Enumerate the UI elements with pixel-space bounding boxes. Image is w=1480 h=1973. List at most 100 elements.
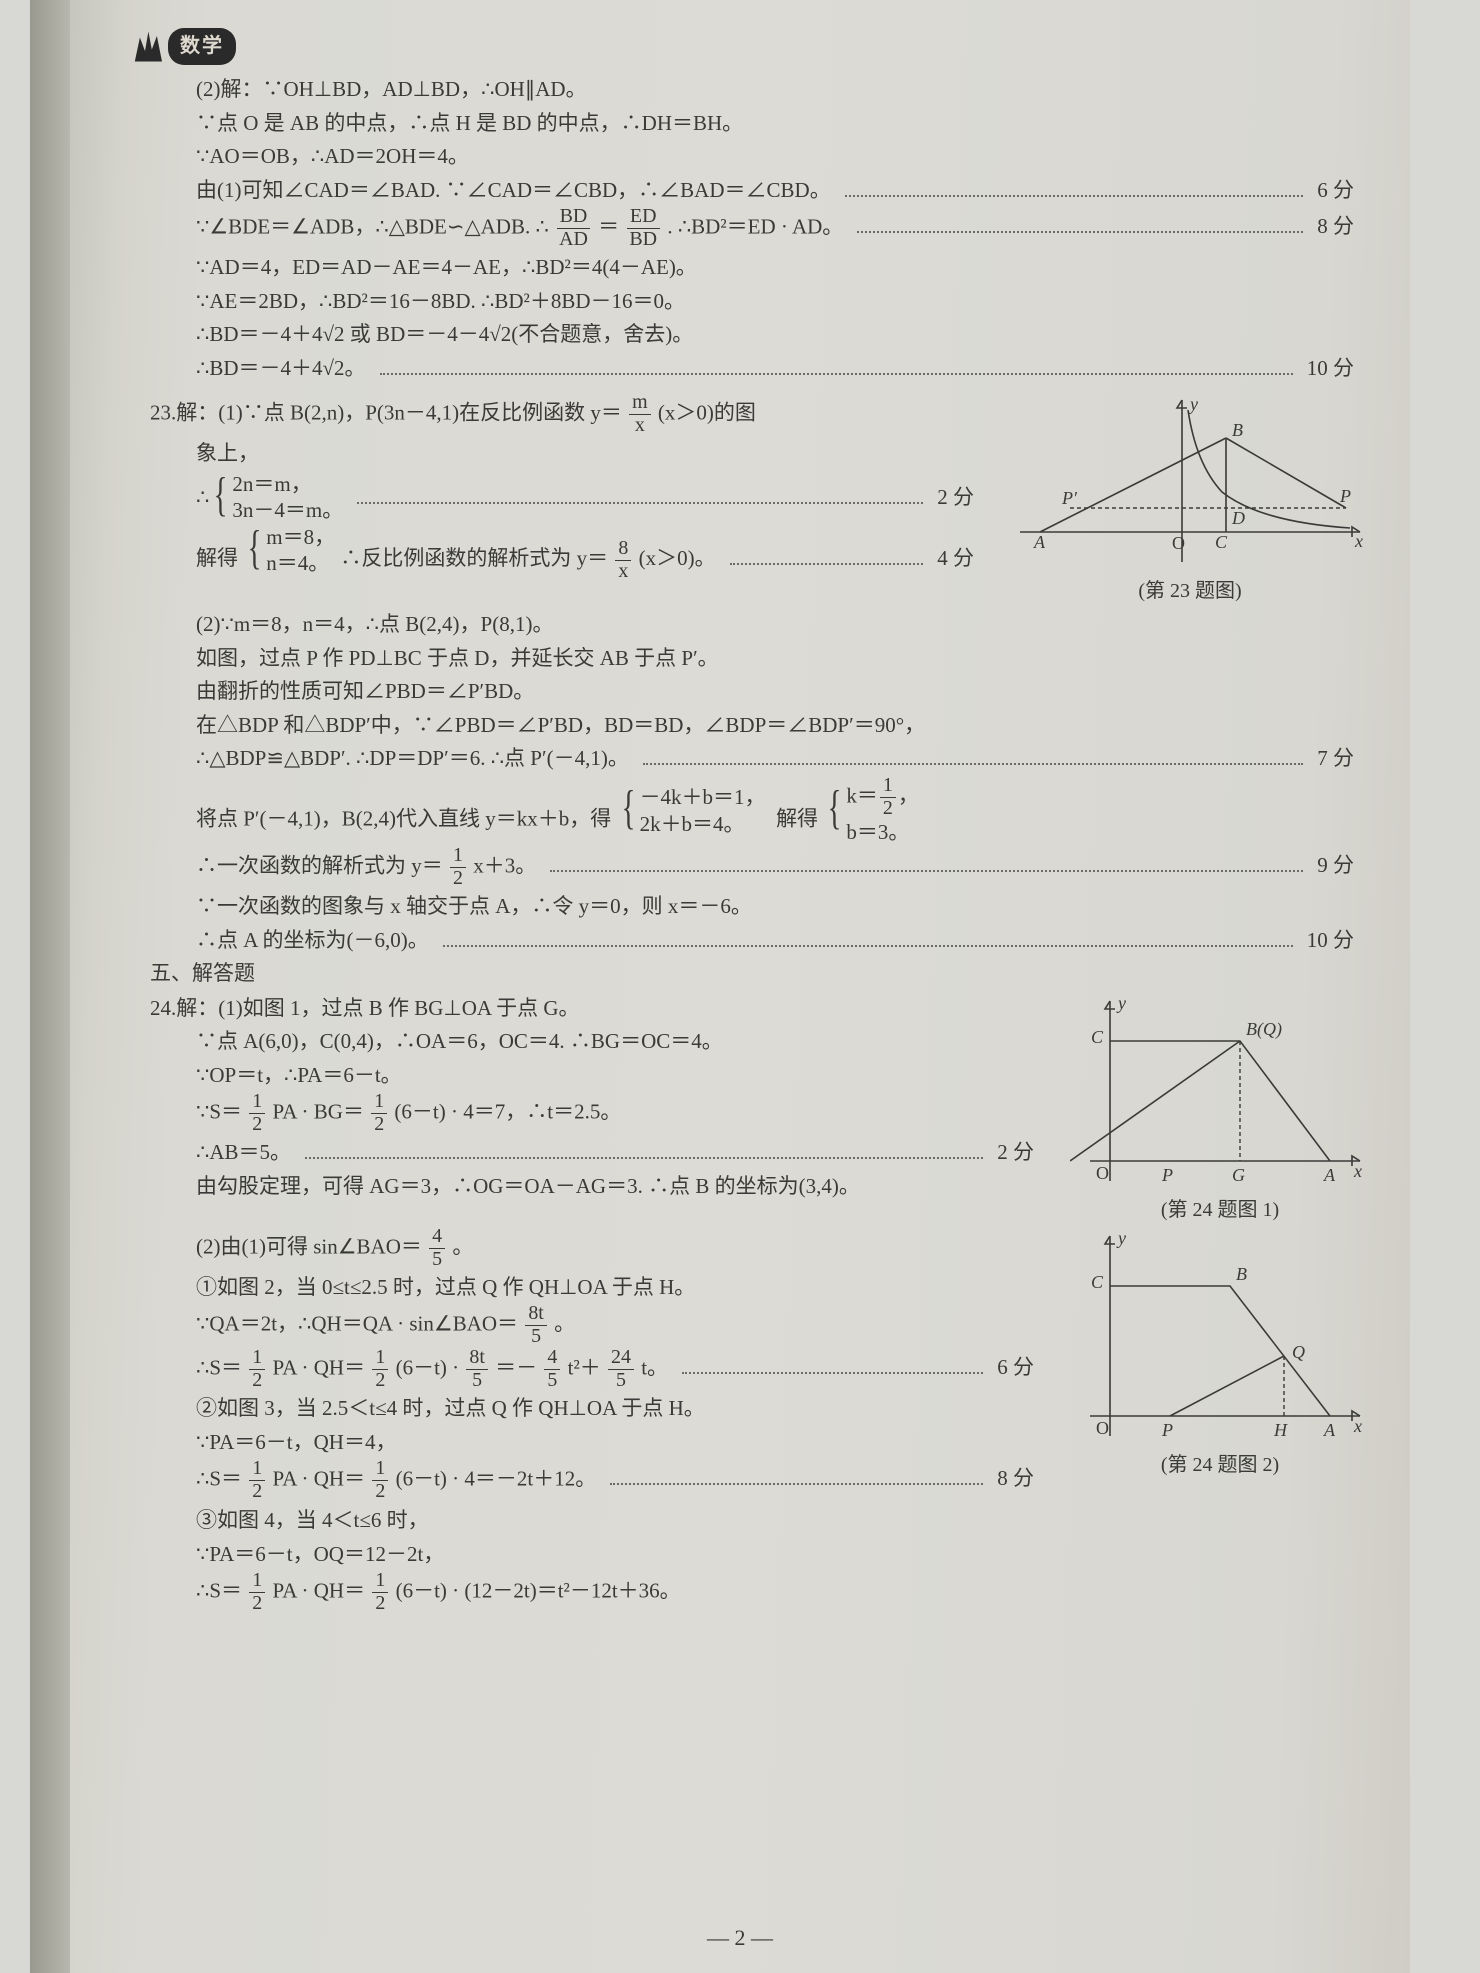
svg-text:B(Q): B(Q) <box>1246 1019 1282 1040</box>
p23-head: 23.解：(1)∵点 B(2,n)，P(3n－4,1)在反比例函数 y＝ mx … <box>150 393 990 436</box>
p23-figure: y x O A B C D P P′ (第 23 题图) <box>1010 392 1370 607</box>
p22-l5-text: ∵∠BDE＝∠ADB，∴△BDE∽△ADB. ∴ BDAD ＝ EDBD . ∴… <box>196 207 843 250</box>
p22-l9: ∴BD＝－4＋4√2。 10 分 <box>150 352 1370 385</box>
svg-text:P′: P′ <box>1061 488 1078 508</box>
p22-l5: ∵∠BDE＝∠ADB，∴△BDE∽△ADB. ∴ BDAD ＝ EDBD . ∴… <box>150 207 1370 250</box>
svg-text:C: C <box>1091 1027 1104 1047</box>
svg-text:A: A <box>1323 1420 1336 1440</box>
dot-leader <box>380 356 1293 375</box>
p23-l2-score: 4 分 <box>937 542 990 575</box>
p23-l7: ∴△BDP≌△BDP′. ∴DP＝DP′＝6. ∴点 P′(－4,1)。 7 分 <box>150 742 1370 775</box>
svg-text:O: O <box>1096 1163 1109 1183</box>
p24-l10: ②如图 3，当 2.5＜t≤4 时，过点 Q 作 QH⊥OA 于点 H。 <box>150 1392 1050 1425</box>
svg-text:H: H <box>1273 1420 1288 1440</box>
p24-l3: ∵S＝ 12 PA · BG＝ 12 (6－t) · 4＝7，∴t＝2.5。 <box>150 1092 1050 1135</box>
svg-text:Q: Q <box>1292 1342 1305 1362</box>
p24-block2: (2)由(1)可得 sin∠BAO＝ 45 。 ①如图 2，当 0≤t≤2.5 … <box>150 1226 1370 1503</box>
svg-text:O: O <box>1096 1418 1109 1438</box>
brand-label: 数学 <box>168 28 236 65</box>
p23-l4: 如图，过点 P 作 PD⊥BC 于点 D，并延长交 AB 于点 P′。 <box>150 642 1370 675</box>
dot-leader <box>550 854 1303 873</box>
dot-leader <box>643 747 1303 766</box>
p22-l7: ∵AE＝2BD，∴BD²＝16－8BD. ∴BD²＋8BD－16＝0。 <box>150 285 1370 318</box>
p24-head: 24.解：(1)如图 1，过点 B 作 BG⊥OA 于点 G。 <box>150 992 1050 1025</box>
dot-leader <box>357 485 923 504</box>
dot-leader <box>845 178 1304 197</box>
p24-l14: ∵PA＝6－t，OQ＝12－2t， <box>150 1538 1370 1571</box>
p23-l9: ∴一次函数的解析式为 y＝ 12 x＋3。 9 分 <box>150 846 1370 889</box>
svg-text:y: y <box>1116 993 1126 1013</box>
p23-l10: ∵一次函数的图象与 x 轴交于点 A，∴令 y＝0，则 x＝－6。 <box>150 890 1370 923</box>
svg-text:x: x <box>1354 531 1363 551</box>
svg-text:G: G <box>1232 1165 1245 1185</box>
p22-l3: ∵AO＝OB，∴AD＝2OH＝4。 <box>150 140 1370 173</box>
p22-l9-score: 10 分 <box>1307 352 1370 385</box>
p22-l5-score: 8 分 <box>1317 210 1370 243</box>
p24-l12: ∴S＝ 12 PA · QH＝ 12 (6－t) · 4＝－2t＋12。 8 分 <box>150 1459 1050 1502</box>
svg-text:y: y <box>1188 394 1198 414</box>
p23-block: 23.解：(1)∵点 B(2,n)，P(3n－4,1)在反比例函数 y＝ mx … <box>150 392 1370 607</box>
section5: 五、解答题 <box>150 957 1370 990</box>
frac-ED-BD: EDBD <box>626 207 660 250</box>
frac-8-x: 8x <box>615 539 631 582</box>
svg-text:D: D <box>1231 508 1245 528</box>
p22-l2: ∵点 O 是 AB 的中点，∴点 H 是 BD 的中点，∴DH＝BH。 <box>150 107 1370 140</box>
brand-icon <box>128 32 162 62</box>
svg-text:x: x <box>1353 1416 1362 1436</box>
p24-figure2: y x O C B Q P H A (第 24 题图 2) <box>1070 1226 1370 1481</box>
p24-figure1: y x O C B(Q) P G A (第 24 题图 1) <box>1070 991 1370 1226</box>
svg-text:x: x <box>1353 1161 1362 1181</box>
dot-leader <box>610 1466 983 1485</box>
dot-leader <box>305 1140 983 1159</box>
dot-leader <box>730 546 924 565</box>
svg-text:A: A <box>1033 532 1046 552</box>
p24-block1: 24.解：(1)如图 1，过点 B 作 BG⊥OA 于点 G。 ∵点 A(6,0… <box>150 991 1370 1226</box>
p23-l8: 将点 P′(－4,1)，B(2,4)代入直线 y＝kx＋b，得 { －4k＋b＝… <box>150 776 1370 845</box>
p24-figcap1: (第 24 题图 1) <box>1070 1195 1370 1226</box>
p22-l1: (2)解：∵OH⊥BD，AD⊥BD，∴OH∥AD。 <box>150 73 1370 106</box>
svg-text:B: B <box>1232 420 1243 440</box>
p22-l4-text: 由(1)可知∠CAD＝∠BAD. ∵∠CAD＝∠CBD，∴∠BAD＝∠CBD。 <box>196 174 831 207</box>
svg-text:y: y <box>1116 1228 1126 1248</box>
svg-text:C: C <box>1091 1272 1104 1292</box>
dot-leader <box>857 215 1303 234</box>
p22-l9-text: ∴BD＝－4＋4√2。 <box>196 352 366 385</box>
svg-text:C: C <box>1215 532 1228 552</box>
p23-sys1-score: 2 分 <box>937 481 990 514</box>
p23-figcap: (第 23 题图) <box>1010 576 1370 607</box>
p24-l4: ∴AB＝5。 2 分 <box>150 1136 1050 1169</box>
svg-text:O: O <box>1172 533 1185 553</box>
frac-m-x: mx <box>629 393 651 436</box>
svg-text:B: B <box>1236 1264 1247 1284</box>
p24-l9: ∴S＝ 12 PA · QH＝ 12 (6－t) · 8t5 ＝－ 45 t²＋… <box>150 1348 1050 1391</box>
brand-header: 数学 <box>128 28 1370 65</box>
p24-l5: 由勾股定理，可得 AG＝3，∴OG＝OA－AG＝3. ∴点 B 的坐标为(3,4… <box>150 1170 1050 1203</box>
p24-l2: ∵OP＝t，∴PA＝6－t。 <box>150 1059 1050 1092</box>
p23-head3: 象上， <box>150 437 990 470</box>
p24-figcap2: (第 24 题图 2) <box>1070 1450 1370 1481</box>
p24-l8: ∵QA＝2t，∴QH＝QA · sin∠BAO＝ 8t5 。 <box>150 1304 1050 1347</box>
svg-text:P: P <box>1161 1165 1173 1185</box>
svg-text:P: P <box>1161 1420 1173 1440</box>
page-number: — 2 — <box>70 1921 1410 1955</box>
p23-l11: ∴点 A 的坐标为(－6,0)。 10 分 <box>150 924 1370 957</box>
p23-l2: 解得 { m＝8， n＝4。 ∴反比例函数的解析式为 y＝ 8x (x＞0)。 … <box>150 524 990 582</box>
dot-leader <box>443 928 1293 947</box>
p24-l15: ∴S＝ 12 PA · QH＝ 12 (6－t) · (12－2t)＝t²－12… <box>150 1571 1370 1614</box>
dot-leader <box>682 1355 983 1374</box>
p24-l1: ∵点 A(6,0)，C(0,4)，∴OA＝6，OC＝4. ∴BG＝OC＝4。 <box>150 1025 1050 1058</box>
p23-sys1: ∴ { 2n＝m， 3n－4＝m。 2 分 <box>150 471 990 524</box>
p22-l4-score: 6 分 <box>1317 174 1370 207</box>
svg-text:A: A <box>1323 1165 1336 1185</box>
frac-BD-AD: BDAD <box>556 207 591 250</box>
p22-l8: ∴BD＝－4＋4√2 或 BD＝－4－4√2(不合题意，舍去)。 <box>150 318 1370 351</box>
svg-text:P: P <box>1339 486 1351 506</box>
p23-l5: 由翻折的性质可知∠PBD＝∠P′BD。 <box>150 675 1370 708</box>
p22-l4: 由(1)可知∠CAD＝∠BAD. ∵∠CAD＝∠CBD，∴∠BAD＝∠CBD。 … <box>150 174 1370 207</box>
p24-l6: (2)由(1)可得 sin∠BAO＝ 45 。 <box>150 1227 1050 1270</box>
p24-l11: ∵PA＝6－t，QH＝4， <box>150 1426 1050 1459</box>
p22-l6: ∵AD＝4，ED＝AD－AE＝4－AE，∴BD²＝4(4－AE)。 <box>150 251 1370 284</box>
p24-l13: ③如图 4，当 4＜t≤6 时， <box>150 1504 1370 1537</box>
p23-l3: (2)∵m＝8，n＝4，∴点 B(2,4)，P(8,1)。 <box>150 608 1370 641</box>
p23-l6: 在△BDP 和△BDP′中，∵∠PBD＝∠P′BD，BD＝BD，∠BDP＝∠BD… <box>150 709 1370 742</box>
